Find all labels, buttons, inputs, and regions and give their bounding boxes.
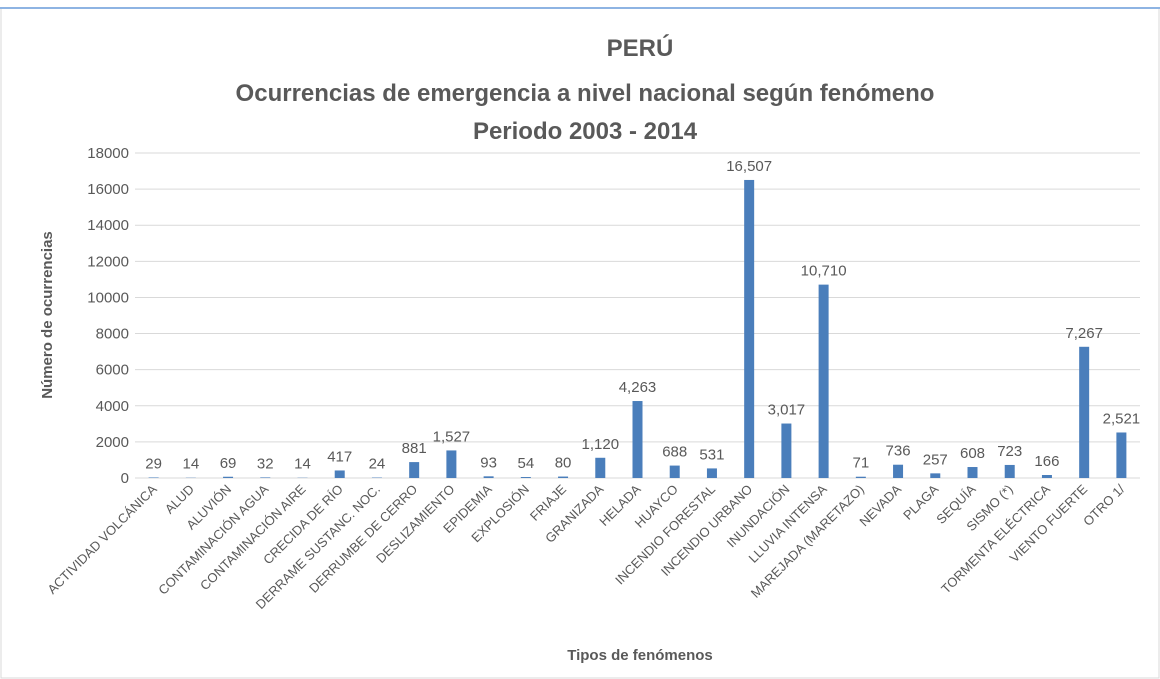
chart-title: Ocurrencias de emergencia a nivel nacion…: [236, 80, 935, 107]
bar: [409, 462, 420, 478]
frame: [0, 7, 1160, 679]
bar: [669, 465, 680, 478]
value-label: 736: [886, 443, 911, 460]
value-label: 257: [923, 451, 948, 468]
y-tick-label: 18000: [87, 145, 129, 162]
value-label: 54: [517, 455, 534, 472]
y-tick-label: 16000: [87, 181, 129, 198]
value-label: 3,017: [768, 402, 806, 419]
bar: [446, 450, 457, 478]
bar: [893, 464, 904, 478]
x-axis-title: Tipos de fenómenos: [567, 647, 713, 664]
bar: [260, 477, 271, 478]
bar: [1116, 432, 1127, 478]
bar: [706, 468, 717, 478]
bar: [558, 476, 569, 478]
chart-title: Periodo 2003 - 2014: [473, 118, 698, 145]
value-label: 10,710: [801, 263, 847, 280]
value-label: 1,527: [433, 428, 471, 445]
bar: [855, 476, 866, 478]
bar: [595, 457, 606, 478]
bar: [744, 179, 755, 478]
y-tick-label: 12000: [87, 253, 129, 270]
y-axis-title: Número de ocurrencias: [39, 231, 56, 399]
y-tick-label: 8000: [96, 326, 129, 343]
bar: [930, 473, 941, 478]
y-tick-label: 14000: [87, 217, 129, 234]
value-label: 24: [369, 456, 386, 473]
value-label: 608: [960, 445, 985, 462]
value-label: 16,507: [726, 158, 772, 175]
value-label: 69: [220, 455, 237, 472]
value-label: 531: [699, 446, 724, 463]
value-label: 32: [257, 455, 274, 472]
y-tick-label: 10000: [87, 289, 129, 306]
value-label: 29: [145, 455, 162, 472]
chart-title: PERÚ: [607, 34, 674, 62]
value-label: 417: [327, 448, 352, 465]
bar: [818, 284, 829, 478]
value-label: 7,267: [1065, 325, 1103, 342]
bar: [520, 477, 531, 478]
value-label: 4,263: [619, 379, 657, 396]
bar: [223, 476, 234, 478]
bar: [1041, 475, 1052, 478]
y-tick-label: 2000: [96, 434, 129, 451]
y-tick-label: 0: [121, 470, 129, 487]
bar: [1004, 464, 1015, 478]
y-tick-label: 4000: [96, 398, 129, 415]
bar: [334, 470, 345, 478]
bar: [148, 477, 159, 478]
value-label: 2,521: [1103, 410, 1141, 427]
bar: [967, 467, 978, 478]
value-label: 14: [294, 456, 311, 473]
y-tick-label: 6000: [96, 362, 129, 379]
value-label: 166: [1034, 453, 1059, 470]
value-label: 14: [182, 456, 199, 473]
value-label: 723: [997, 443, 1022, 460]
value-label: 1,120: [582, 436, 620, 453]
value-label: 80: [555, 455, 572, 472]
bar: [781, 423, 792, 478]
bar: [483, 476, 494, 478]
value-label: 688: [662, 444, 687, 461]
value-label: 881: [402, 440, 427, 457]
bar: [632, 401, 643, 478]
bar: [1079, 346, 1090, 478]
value-label: 93: [480, 454, 497, 471]
value-label: 71: [852, 455, 869, 472]
